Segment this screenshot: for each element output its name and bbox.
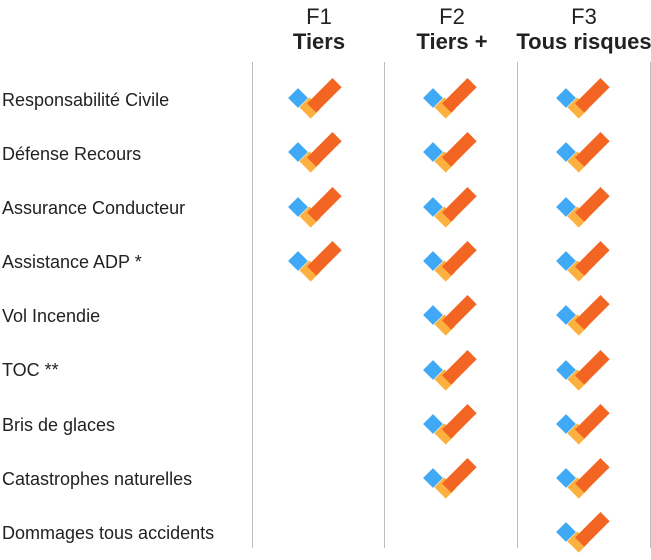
formula-code: F1 bbox=[306, 4, 332, 29]
checkmark-icon bbox=[288, 187, 344, 235]
column-header-f1: F1 Tiers bbox=[249, 4, 389, 55]
checkmark-icon bbox=[423, 404, 479, 452]
column-header-f3: F3 Tous risques bbox=[514, 4, 651, 55]
checkmark-icon bbox=[423, 350, 479, 398]
checkmark-icon bbox=[288, 241, 344, 289]
guarantee-label: Assurance Conducteur bbox=[2, 198, 186, 218]
checkmark-icon bbox=[423, 132, 479, 180]
checkmark-icon bbox=[556, 512, 612, 560]
formula-name: Tiers bbox=[292, 29, 346, 55]
checkmark-icon bbox=[423, 458, 479, 506]
checkmark-icon bbox=[556, 458, 612, 506]
checkmark-icon bbox=[556, 132, 612, 180]
formula-name: Tous risques bbox=[516, 29, 651, 55]
checkmark-icon bbox=[288, 78, 344, 126]
guarantee-label: TOC ** bbox=[2, 360, 59, 380]
column-header-f2: F2 Tiers + bbox=[382, 4, 522, 55]
checkmark-icon bbox=[556, 78, 612, 126]
guarantee-label: Assistance ADP * bbox=[2, 252, 142, 272]
formula-name: Tiers + bbox=[416, 29, 488, 55]
guarantee-label: Défense Recours bbox=[2, 144, 142, 164]
checkmark-icon bbox=[423, 187, 479, 235]
column-divider bbox=[252, 62, 253, 548]
checkmark-icon bbox=[556, 241, 612, 289]
guarantee-label: Responsabilité Civile bbox=[2, 90, 170, 110]
checkmark-icon bbox=[556, 187, 612, 235]
checkmark-icon bbox=[288, 132, 344, 180]
guarantee-label: Bris de glaces bbox=[2, 415, 116, 435]
checkmark-icon bbox=[556, 404, 612, 452]
column-divider bbox=[384, 62, 385, 548]
guarantee-label: Catastrophes naturelles bbox=[2, 469, 193, 489]
column-divider bbox=[517, 62, 518, 548]
guarantee-label: Vol Incendie bbox=[2, 306, 101, 326]
checkmark-icon bbox=[556, 350, 612, 398]
checkmark-icon bbox=[423, 295, 479, 343]
checkmark-icon bbox=[423, 241, 479, 289]
checkmark-icon bbox=[423, 78, 479, 126]
guarantee-label: Dommages tous accidents bbox=[2, 523, 215, 543]
formula-code: F3 bbox=[571, 4, 597, 29]
checkmark-icon bbox=[556, 295, 612, 343]
formula-code: F2 bbox=[439, 4, 465, 29]
